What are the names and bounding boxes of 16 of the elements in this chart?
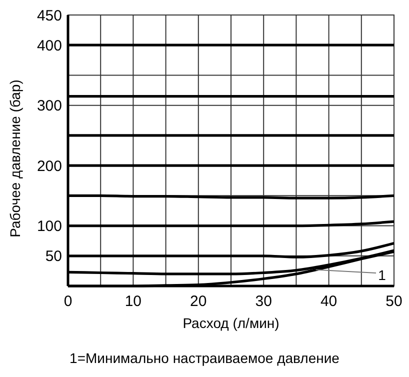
x-tick-label: 40: [320, 293, 338, 310]
annotation: 1: [378, 266, 386, 283]
y-tick-label: 400: [36, 37, 62, 54]
y-tick-label: 450: [36, 7, 62, 24]
x-tick-label: 50: [386, 293, 402, 310]
y-tick-label: 100: [36, 218, 62, 236]
y-axis-title: Рабочее давление (бар): [7, 80, 23, 238]
x-tick-label: 20: [190, 293, 207, 310]
x-tick-label: 0: [64, 293, 72, 310]
y-tick-label: 50: [45, 248, 62, 266]
x-tick-label: 30: [255, 293, 272, 310]
text: 1=Минимально настраиваемое давление: [70, 350, 340, 366]
x-axis-title: Расход (л/мин): [182, 315, 280, 331]
y-tick-label: 200: [36, 158, 62, 175]
y-tick-label: 300: [36, 98, 62, 115]
x-tick-label: 10: [124, 293, 142, 310]
